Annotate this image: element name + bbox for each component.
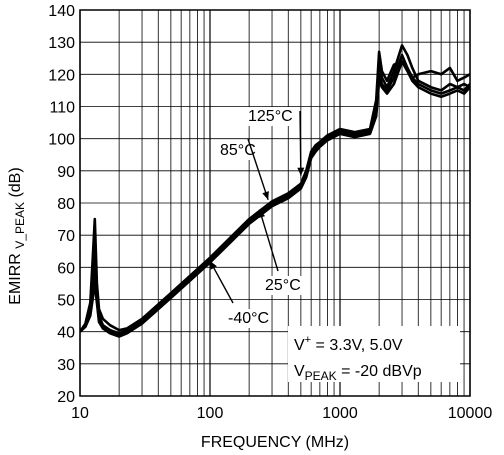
y-tick-label: 30	[57, 357, 75, 374]
y-axis-label: EMIRR V_PEAK (dB)	[7, 167, 27, 304]
annotation-arrow	[247, 138, 269, 201]
y-tick-label: 110	[49, 100, 75, 117]
y-tick-label: 80	[57, 196, 75, 213]
x-axis-label: FREQUENCY (MHz)	[201, 434, 349, 451]
annotation-label-background	[263, 276, 303, 295]
y-tick-label: 90	[57, 164, 75, 181]
legend-peak-sub: PEAK	[305, 369, 337, 383]
legend-supply-prefix: V	[294, 337, 305, 354]
annotation-label-background	[226, 309, 272, 328]
annotation-3: -40°C	[209, 260, 272, 328]
y-tick-label: 120	[48, 67, 75, 84]
legend-peak-voltage: VPEAK = -20 dBVp	[294, 363, 422, 383]
annotation-label: -40°C	[228, 310, 269, 327]
annotation-0: 125°C	[246, 107, 305, 176]
legend-supply-rest: = 3.3V, 5.0V	[311, 337, 403, 354]
y-axis-ticks: 20 30 40 50 60 70 80 90 100 110 120 130 140	[48, 3, 75, 406]
y-tick-label: 100	[48, 132, 75, 149]
series-layer	[80, 44, 470, 338]
x-tick-label: 100	[197, 405, 224, 422]
x-tick-label: 10	[71, 405, 89, 422]
annotation-layer: 125°C 85°C 25°C -40°C	[209, 107, 305, 328]
annotation-arrow	[299, 110, 302, 176]
y-tick-label: 50	[57, 293, 75, 310]
annotation-label-background	[218, 141, 258, 160]
y-axis-label-main: EMIRR	[7, 249, 24, 305]
plot-frame	[79, 9, 471, 397]
y-tick-label: 60	[57, 260, 75, 277]
series-line-40c	[80, 60, 470, 338]
x-tick-label: 10000	[448, 405, 493, 422]
annotation-label: 25°C	[265, 277, 301, 294]
annotation-label: 85°C	[220, 142, 256, 159]
y-tick-label: 130	[48, 35, 75, 52]
annotation-arrowhead	[258, 209, 266, 219]
legend-peak-rest: = -20 dBVp	[337, 363, 422, 380]
legend-peak-prefix: V	[294, 363, 305, 380]
y-tick-label: 20	[57, 389, 75, 406]
series-line-125c	[80, 50, 470, 333]
annotation-arrowhead	[297, 167, 305, 176]
y-axis-label-end: (dB)	[7, 167, 24, 202]
annotation-2: 25°C	[258, 209, 303, 295]
y-tick-label: 140	[48, 3, 75, 20]
legend-supply-voltage: V+ = 3.3V, 5.0V	[294, 334, 403, 354]
condition-legend: V+ = 3.3V, 5.0V VPEAK = -20 dBVp	[288, 326, 460, 383]
annotation-arrow	[209, 260, 234, 304]
legend-supply-sup: +	[305, 334, 311, 346]
annotation-label-background	[246, 107, 295, 126]
annotation-label: 125°C	[248, 108, 293, 125]
x-tick-label: 1000	[322, 405, 358, 422]
annotation-arrow	[258, 209, 279, 272]
y-tick-label: 70	[57, 228, 75, 245]
annotation-arrowhead	[262, 191, 269, 200]
annotation-arrowhead	[210, 260, 217, 270]
annotation-1: 85°C	[218, 138, 269, 201]
x-axis-ticks: 10 100 1000 10000	[71, 405, 492, 422]
y-axis-label-group: EMIRR V_PEAK (dB)	[7, 167, 27, 304]
y-tick-label: 40	[57, 325, 75, 342]
condition-legend-background	[288, 326, 460, 382]
y-axis-label-sub: V_PEAK	[13, 202, 27, 249]
